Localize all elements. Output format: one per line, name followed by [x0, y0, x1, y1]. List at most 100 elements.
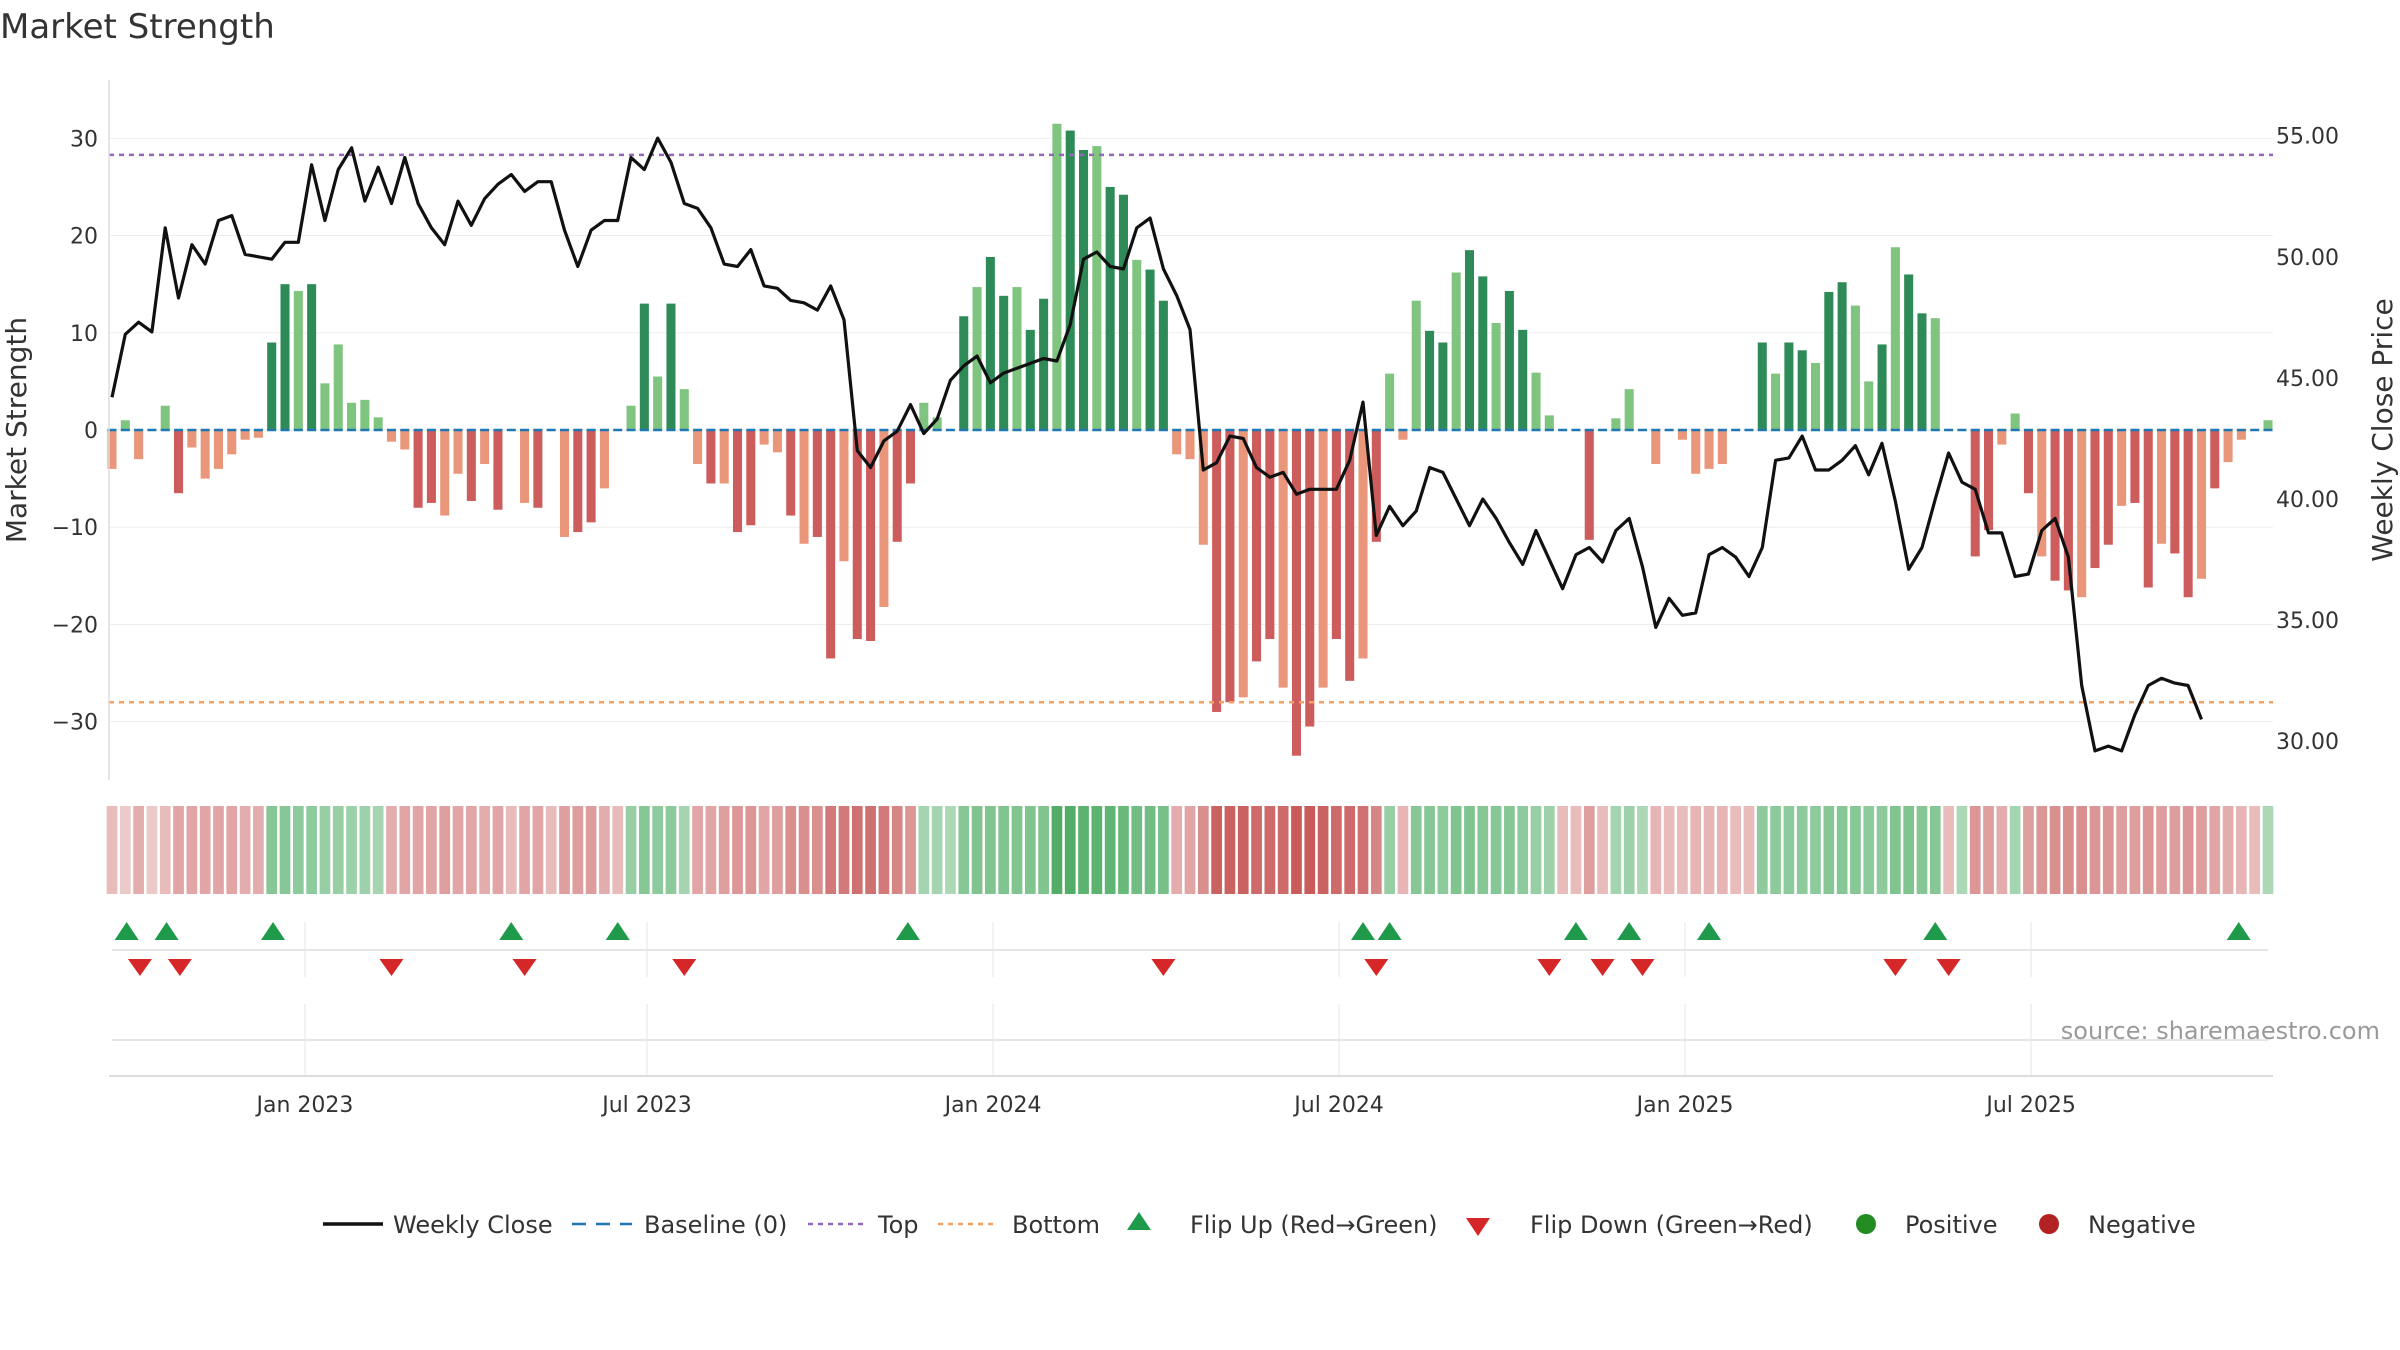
- heat-cell: [2063, 806, 2074, 894]
- strength-bar: [2077, 430, 2087, 598]
- heat-cell: [465, 806, 477, 894]
- heat-cell: [226, 806, 238, 894]
- strength-bar: [1464, 250, 1475, 430]
- heat-cell: [2209, 806, 2221, 894]
- heat-cell: [772, 806, 783, 894]
- heat-cell: [2089, 806, 2101, 894]
- legend-flip-up-icon: [1127, 1212, 1151, 1230]
- heat-cell: [1410, 806, 1422, 894]
- flip-up-marker: [605, 922, 630, 940]
- legend-positive-icon: [1856, 1214, 1876, 1234]
- strength-bar: [1997, 430, 2007, 445]
- heat-cell: [2036, 806, 2048, 894]
- flip-down-marker: [1630, 959, 1655, 976]
- strength-bar: [373, 417, 383, 430]
- strength-bar: [1438, 342, 1448, 430]
- strength-bar: [1039, 298, 1049, 430]
- heat-cell: [1530, 806, 1542, 894]
- heat-cell: [851, 806, 863, 894]
- y-axis-right-title: Weekly Close Price: [2366, 298, 2399, 561]
- heat-cell: [612, 806, 624, 894]
- flip-down-marker: [167, 959, 192, 976]
- heat-cell: [1517, 806, 1529, 894]
- flip-up-marker: [1697, 922, 1722, 940]
- heat-cell: [1104, 806, 1116, 894]
- heat-cell: [1730, 806, 1742, 894]
- flip-down-marker: [1151, 959, 1176, 976]
- flip-up-marker: [154, 922, 179, 940]
- heat-cell: [1171, 806, 1183, 894]
- flip-up-marker: [1351, 922, 1376, 940]
- strength-bar: [187, 430, 197, 448]
- strength-bar: [200, 430, 210, 479]
- strength-bar: [706, 430, 716, 484]
- y-left-tick-label: −30: [52, 711, 98, 736]
- x-tick-label: Jul 2023: [600, 1093, 692, 1118]
- legend: Weekly Close Baseline (0) Top Bottom Fli…: [323, 1211, 2196, 1239]
- heat-cell: [2156, 806, 2167, 894]
- strength-bar: [1092, 146, 1102, 430]
- heat-cell: [1623, 806, 1635, 894]
- heat-cell: [1011, 806, 1023, 894]
- strength-bar: [1252, 430, 1262, 662]
- strength-bar: [1491, 323, 1501, 430]
- heat-cell: [412, 806, 424, 894]
- strength-bar: [693, 430, 703, 465]
- flip-up-marker: [895, 922, 920, 940]
- weekly-close-line: [110, 136, 2203, 753]
- heat-cell: [2076, 806, 2088, 894]
- strength-bar: [426, 430, 436, 503]
- heat-cell: [1291, 806, 1302, 894]
- heat-cell: [1597, 806, 1608, 894]
- heat-cell: [971, 806, 983, 894]
- strength-bar: [1917, 313, 1927, 430]
- heat-cell: [1331, 806, 1342, 894]
- flip-up-marker: [114, 922, 139, 940]
- heat-cell: [106, 806, 118, 894]
- strength-bar: [293, 290, 303, 430]
- heat-cell: [1663, 806, 1675, 894]
- heat-cell: [1158, 806, 1169, 894]
- axes: −30 −20 −10 0 10 20 30 30.00 35.00 40.00 45.00 50.0…: [52, 80, 2339, 1118]
- strength-bar: [1079, 150, 1089, 430]
- heat-cell: [825, 806, 837, 894]
- strength-bar: [879, 430, 889, 607]
- heat-cell: [186, 806, 198, 894]
- strength-bar: [1478, 276, 1488, 430]
- strength-bar: [333, 344, 343, 430]
- heat-cell: [213, 806, 224, 894]
- legend-top: Top: [877, 1211, 919, 1239]
- heat-cell: [1384, 806, 1395, 894]
- flip-up-marker: [261, 922, 286, 940]
- heat-cell: [372, 806, 384, 894]
- heat-cell: [692, 806, 703, 894]
- heat-cell: [1397, 806, 1409, 894]
- strength-bar: [453, 430, 463, 474]
- strength-bar: [1212, 430, 1222, 712]
- heat-cell: [1756, 806, 1768, 894]
- strength-bar: [1318, 430, 1328, 688]
- strength-bar: [253, 430, 263, 438]
- heat-cell: [1144, 806, 1156, 894]
- strength-bar: [1890, 247, 1900, 430]
- strength-bar: [1797, 350, 1807, 430]
- strength-bar: [1331, 430, 1341, 640]
- heat-cell: [878, 806, 890, 894]
- strength-bar: [746, 430, 756, 526]
- heat-cell: [1450, 806, 1462, 894]
- heat-cell: [1850, 806, 1861, 894]
- strength-bar: [1265, 430, 1275, 640]
- strength-bar: [1983, 430, 1994, 531]
- strength-bar: [866, 430, 876, 641]
- strength-bar: [413, 430, 423, 508]
- heat-cell: [1677, 806, 1688, 894]
- heat-cell: [1490, 806, 1502, 894]
- strength-bar: [1691, 430, 1701, 474]
- heat-cell: [2262, 806, 2274, 894]
- strength-bar: [1291, 430, 1301, 756]
- strength-bar: [1531, 372, 1541, 430]
- strength-bar: [120, 420, 130, 430]
- strength-bar: [2037, 430, 2047, 557]
- strength-bar: [2063, 430, 2073, 591]
- strength-bar: [1132, 259, 1142, 430]
